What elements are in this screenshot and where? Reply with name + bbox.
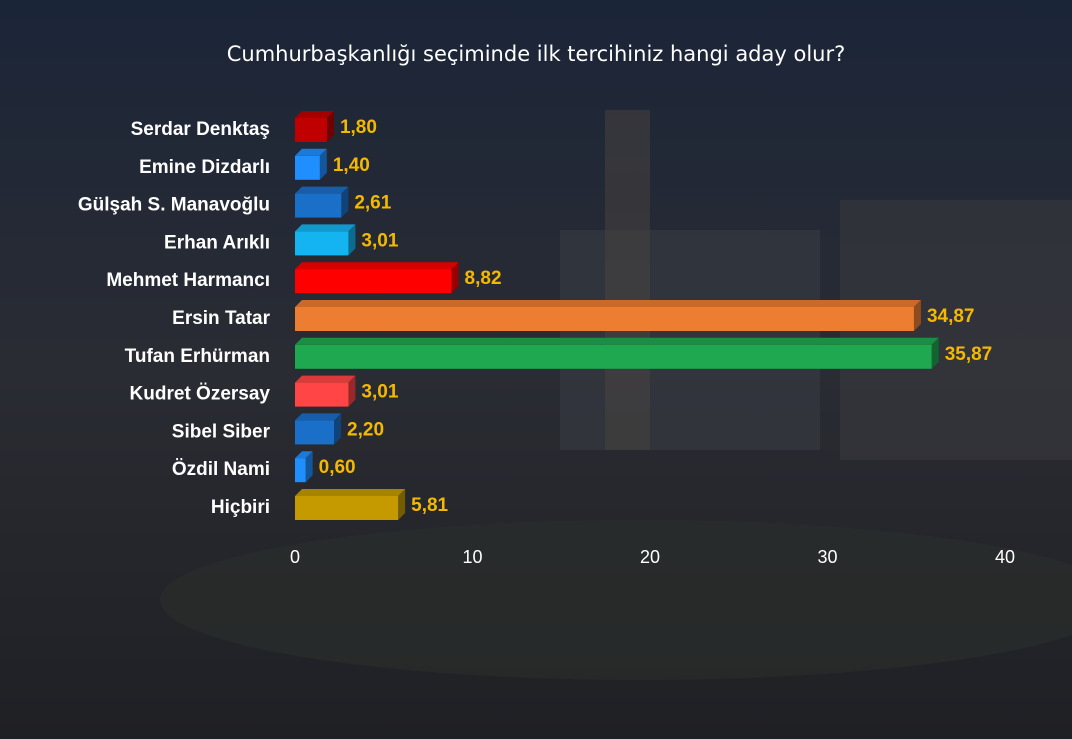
bar-top-face bbox=[295, 111, 334, 118]
x-tick-label: 40 bbox=[995, 547, 1015, 567]
y-tick-label: Sibel Siber bbox=[172, 421, 271, 442]
bar bbox=[295, 382, 349, 407]
bar-top-face bbox=[295, 262, 459, 270]
bar bbox=[295, 307, 914, 331]
bar-side-face bbox=[931, 337, 939, 369]
y-tick-label: Emine Dizdarlı bbox=[139, 157, 270, 178]
y-tick-label: Mehmet Harmancı bbox=[106, 270, 270, 291]
y-tick-label: Gülşah S. Manavoğlu bbox=[78, 195, 270, 216]
x-tick-label: 0 bbox=[290, 547, 300, 567]
bar-side-face bbox=[334, 413, 342, 445]
value-label: 2,61 bbox=[354, 193, 391, 214]
chart-title: Cumhurbaşkanlığı seçiminde ilk tercihini… bbox=[227, 42, 846, 66]
x-tick-label: 30 bbox=[817, 547, 837, 567]
y-tick-label: Serdar Denktaş bbox=[131, 119, 270, 140]
x-tick-label: 20 bbox=[640, 547, 660, 567]
value-label: 35,87 bbox=[945, 344, 993, 365]
y-tick-label: Hiçbiri bbox=[211, 497, 270, 518]
value-label: 3,01 bbox=[361, 230, 398, 251]
bar-side-face bbox=[913, 300, 921, 331]
bar bbox=[295, 344, 932, 369]
x-tick-label: 10 bbox=[462, 547, 482, 567]
value-label: 34,87 bbox=[927, 306, 975, 327]
bar-top-face bbox=[295, 375, 356, 383]
bar bbox=[295, 420, 335, 445]
value-label: 1,80 bbox=[340, 117, 377, 138]
bar-top-face bbox=[295, 337, 939, 345]
value-label: 8,82 bbox=[465, 268, 502, 289]
bar-top-face bbox=[295, 413, 342, 421]
bar bbox=[295, 118, 327, 142]
bar bbox=[295, 155, 320, 180]
y-tick-label: Ersin Tatar bbox=[172, 308, 270, 329]
bar bbox=[295, 458, 306, 483]
background-plaza bbox=[160, 520, 1072, 680]
y-tick-label: Erhan Arıklı bbox=[164, 232, 270, 253]
bar bbox=[295, 231, 349, 256]
value-label: 5,81 bbox=[411, 495, 448, 516]
bar-top-face bbox=[295, 186, 349, 194]
bar-top-face bbox=[295, 148, 327, 156]
bar bbox=[295, 496, 399, 520]
bar-side-face bbox=[348, 224, 356, 256]
value-label: 0,60 bbox=[319, 457, 356, 478]
y-tick-label: Özdil Nami bbox=[172, 459, 270, 480]
bar-side-face bbox=[398, 489, 406, 520]
y-tick-label: Kudret Özersay bbox=[130, 384, 271, 405]
value-label: 2,20 bbox=[347, 419, 384, 440]
bar-side-face bbox=[305, 451, 313, 483]
background-column bbox=[605, 110, 650, 450]
value-label: 1,40 bbox=[333, 155, 370, 176]
bar-top-face bbox=[295, 451, 313, 459]
bar-top-face bbox=[295, 224, 356, 232]
bar bbox=[295, 269, 452, 294]
bar-top-face bbox=[295, 489, 406, 496]
bar-side-face bbox=[319, 148, 327, 180]
bar-top-face bbox=[295, 300, 921, 307]
bar-side-face bbox=[326, 111, 334, 142]
bar-side-face bbox=[348, 375, 356, 407]
bar bbox=[295, 193, 342, 218]
bar-side-face bbox=[341, 186, 349, 218]
bar-side-face bbox=[451, 262, 459, 294]
y-tick-label: Tufan Erhürman bbox=[125, 346, 270, 367]
value-label: 3,01 bbox=[361, 382, 398, 403]
